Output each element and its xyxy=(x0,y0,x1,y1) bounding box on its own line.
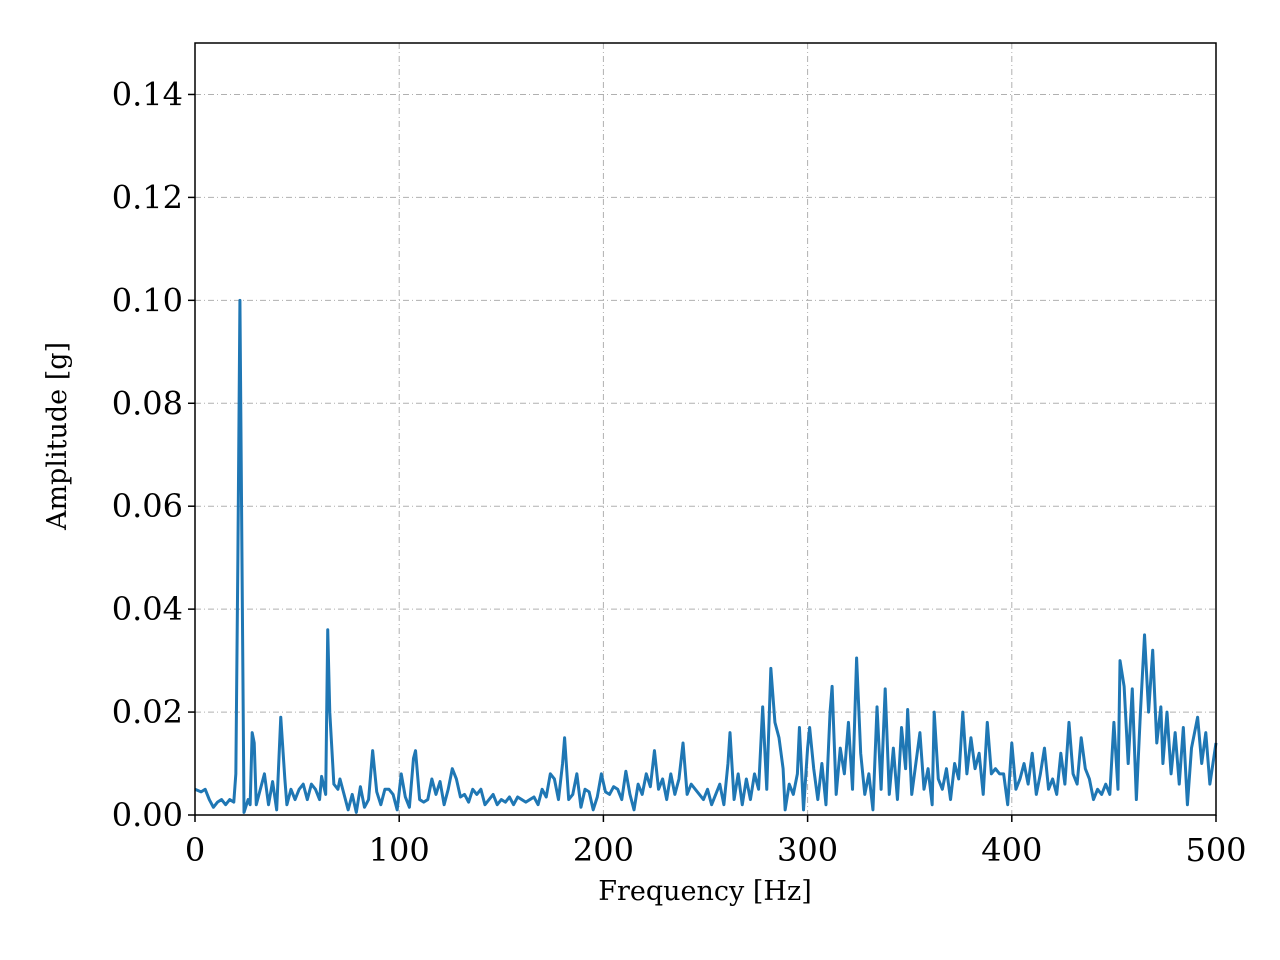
y-tick-label: 0.14 xyxy=(112,75,183,113)
y-tick-label: 0.10 xyxy=(112,281,183,319)
data-line xyxy=(194,298,1218,814)
x-tick-label: 400 xyxy=(981,831,1042,869)
x-tick-label: 0 xyxy=(185,831,205,869)
y-tick-label: 0.12 xyxy=(112,178,183,216)
x-axis-label: Frequency [Hz] xyxy=(598,876,811,907)
x-tick-label: 300 xyxy=(777,831,838,869)
y-axis-label: Amplitude [g] xyxy=(42,342,73,531)
y-tick-label: 0.06 xyxy=(112,487,183,525)
plot-frame xyxy=(194,42,1217,816)
y-tick-label: 0.08 xyxy=(112,384,183,422)
y-tick-label: 0.04 xyxy=(112,590,183,628)
x-tick-label: 500 xyxy=(1185,831,1246,869)
x-tick-label: 100 xyxy=(369,831,430,869)
y-tick-label: 0.00 xyxy=(112,796,183,834)
x-tick-label: 200 xyxy=(573,831,634,869)
y-tick-label: 0.02 xyxy=(112,693,183,731)
